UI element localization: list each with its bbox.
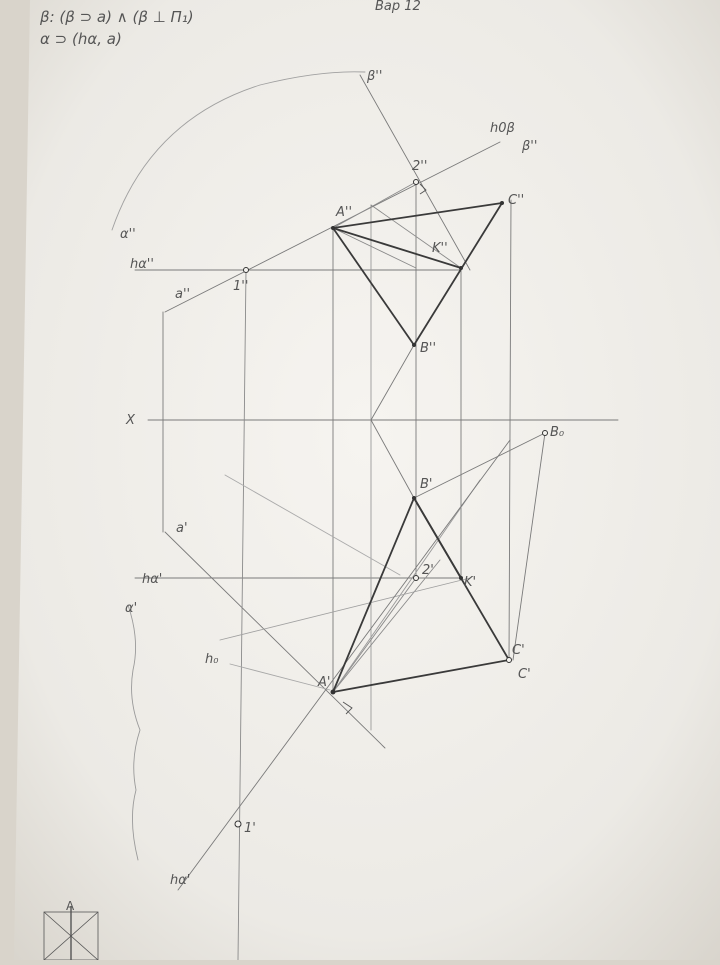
label-h-alpha-top: hα' — [142, 572, 162, 587]
fan-2 — [332, 559, 441, 693]
right-angle-top — [342, 701, 353, 715]
label-one-front: 1'' — [233, 279, 248, 294]
h0-line — [219, 577, 471, 641]
label-A-front: A'' — [335, 205, 352, 220]
point-one-top — [234, 820, 242, 828]
point-K-top — [459, 576, 463, 580]
triangle-front — [332, 202, 503, 346]
beta-front-line — [359, 74, 471, 271]
label-h-alpha-front: hα'' — [130, 257, 154, 272]
top-BK — [413, 497, 462, 579]
label-A-top: A' — [317, 675, 330, 690]
label-two-front: 2'' — [412, 159, 427, 174]
stamp-letter: A — [66, 899, 75, 913]
alpha-front-arc — [111, 71, 366, 231]
B0-line — [413, 432, 546, 499]
fan-1 — [332, 577, 417, 693]
point-B-top — [412, 496, 416, 500]
label-K-front: K'' — [432, 241, 448, 256]
right-angle-front — [419, 183, 427, 195]
label-a-front: a'' — [175, 287, 190, 302]
B-link-1 — [370, 344, 415, 421]
label-h0beta: h0β — [490, 121, 515, 136]
proj-1 — [237, 269, 247, 961]
point-A-front — [331, 226, 335, 230]
extra-diagonal — [224, 474, 401, 576]
label-beta-front: β'' — [521, 139, 537, 154]
label-alpha-top: α' — [125, 601, 137, 616]
label-B0: B₀ — [550, 425, 565, 440]
point-B-front — [412, 343, 416, 347]
note-corner: Вар 12 — [375, 0, 421, 14]
label-h0: h₀ — [205, 652, 219, 667]
front-AK — [332, 227, 462, 269]
label-C-top-2: C' — [518, 667, 531, 682]
B-link-2 — [370, 419, 415, 499]
label-a-top: a' — [176, 521, 188, 536]
note-line-2: α ⊃ (hα, a) — [40, 30, 122, 48]
front-fan-4 — [332, 181, 417, 229]
point-K-front — [459, 266, 463, 270]
label-B-front: B'' — [420, 341, 436, 356]
h0-line-2 — [229, 663, 331, 691]
B0-drop — [512, 432, 546, 661]
label-x-axis: X — [125, 413, 136, 428]
label-C-front: C'' — [508, 193, 524, 208]
label-two-top: 2' — [422, 563, 434, 578]
point-C-top — [506, 657, 512, 663]
point-one-front — [243, 267, 249, 273]
point-two-front — [413, 179, 419, 185]
proj-C — [508, 199, 512, 661]
label-B-top: B' — [420, 477, 433, 492]
note-line-1: β: (β ⊃ a) ∧ (β ⊥ Π₁) — [39, 8, 194, 26]
label-alpha-front: α'' — [120, 227, 136, 242]
alpha-boundary — [127, 604, 141, 861]
label-h-alpha-bottom: hα' — [170, 873, 190, 888]
point-two-top — [413, 575, 419, 581]
label-one-top: 1' — [244, 821, 256, 836]
front-fan-2 — [332, 227, 417, 269]
point-A-top — [330, 689, 336, 695]
point-B0 — [542, 430, 548, 436]
point-C-front — [500, 201, 504, 205]
fan-3 — [332, 479, 481, 693]
label-C-top: C' — [512, 643, 525, 658]
paper — [14, 0, 720, 960]
label-K-top: K' — [464, 575, 476, 590]
label-beta-top: β'' — [366, 69, 382, 84]
front-fan-3 — [370, 204, 462, 269]
